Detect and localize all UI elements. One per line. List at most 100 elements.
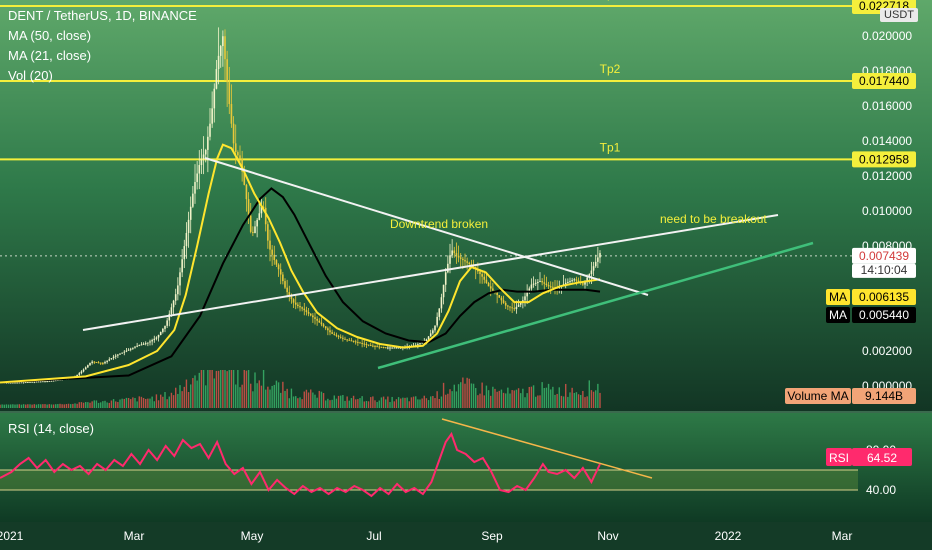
volume-bar <box>517 388 520 408</box>
candle-body <box>515 306 518 310</box>
candle-body <box>209 123 211 137</box>
volume-bar <box>575 392 578 408</box>
time-tick: Mar <box>832 529 853 543</box>
candle-body <box>108 359 111 361</box>
volume-bar <box>123 398 125 408</box>
candle-body <box>584 281 586 285</box>
rsi-legend[interactable]: RSI (14, close) <box>8 421 94 436</box>
volume-bar <box>550 389 552 408</box>
volume-bar <box>526 393 528 408</box>
price-tick: 0.014000 <box>862 134 912 148</box>
candle-body <box>170 307 173 314</box>
rsi-tag-bg <box>826 448 852 466</box>
candle-body <box>324 326 327 329</box>
rsi-trendline[interactable] <box>441 418 653 479</box>
volume-bar <box>449 389 451 408</box>
volume-bar <box>282 381 284 408</box>
candle-body <box>249 215 252 232</box>
ma21-tag: MA <box>829 290 847 304</box>
candle-body <box>307 311 310 314</box>
time-tick: May <box>241 529 264 543</box>
volume-bar <box>335 398 338 408</box>
volume-bar <box>258 380 260 408</box>
candle-body <box>87 365 89 368</box>
candle-body <box>393 347 396 349</box>
candle-body <box>440 297 443 309</box>
legend-ma21[interactable]: MA (21, close) <box>8 48 92 63</box>
candle-body <box>279 269 282 275</box>
symbol-line[interactable]: DENT / TetherUS, 1D, BINANCE <box>8 8 197 23</box>
volume-bar <box>125 397 128 408</box>
volume-bar <box>562 396 565 408</box>
volume-bar <box>462 377 464 408</box>
volume-bar <box>468 378 470 408</box>
volume-bar <box>346 396 348 408</box>
candle-body <box>500 297 503 301</box>
candle-body <box>590 270 593 275</box>
candle-body <box>331 332 333 334</box>
volume-bar <box>590 390 593 408</box>
volume-bar <box>202 370 205 408</box>
volume-bar <box>80 402 83 408</box>
candle-body <box>24 382 27 384</box>
candle-body <box>567 281 569 283</box>
volume-bar <box>119 399 121 408</box>
candle-body <box>342 337 344 339</box>
candle-body <box>571 280 573 282</box>
target-levels[interactable]: Tp3 Tp2 Tp1 <box>0 0 858 161</box>
volume-bar <box>40 404 42 408</box>
candle-body <box>333 333 336 335</box>
price-tick: 0.010000 <box>862 204 912 218</box>
volume-bar <box>112 399 115 408</box>
volume-bar <box>397 397 400 408</box>
volume-bar <box>153 401 155 408</box>
volume-bar <box>522 388 524 408</box>
rsi-value-badge: 64.52 <box>867 451 897 465</box>
volume-bar <box>183 386 185 408</box>
support-line[interactable] <box>377 241 814 370</box>
volume-bar <box>170 392 173 408</box>
candle-body <box>543 282 546 284</box>
volume-bars <box>0 370 601 408</box>
volume-ma-badge-bg <box>852 388 916 404</box>
currency-badge[interactable]: USDT <box>880 8 918 22</box>
candle-body <box>547 285 550 287</box>
breakout-resistance-line[interactable] <box>82 214 779 331</box>
candle-body <box>312 315 314 318</box>
volume-bar <box>303 391 305 408</box>
candle-body <box>93 361 96 363</box>
volume-bar <box>29 404 31 408</box>
candle-body <box>361 342 363 344</box>
candle-body <box>142 343 145 345</box>
candle-body <box>354 341 357 343</box>
candle-body <box>78 373 81 375</box>
candle-body <box>277 264 280 270</box>
volume-bar <box>228 370 230 408</box>
candle-body <box>376 346 378 348</box>
candle-body <box>511 307 513 309</box>
volume-bar <box>485 385 488 408</box>
candle-body <box>243 171 246 185</box>
candle-body <box>123 351 126 353</box>
legend-volume[interactable]: Vol (20) <box>8 68 53 83</box>
volume-bar <box>404 397 406 408</box>
volume-bar <box>393 401 395 408</box>
volume-bar <box>196 380 198 408</box>
volume-bar <box>157 400 160 408</box>
candle-body <box>492 288 494 291</box>
volume-bar <box>211 370 213 408</box>
downtrend-line[interactable] <box>204 157 649 296</box>
candle-body <box>534 282 537 284</box>
legend-ma50[interactable]: MA (50, close) <box>8 28 92 43</box>
volume-bar <box>78 402 80 408</box>
trendlines[interactable] <box>82 157 814 479</box>
candle-body <box>479 271 481 275</box>
candle-body <box>599 253 601 258</box>
volume-bar <box>455 391 458 408</box>
candle-body <box>275 260 278 265</box>
volume-bar <box>72 403 74 408</box>
volume-bar <box>361 396 363 408</box>
candle-body <box>449 255 451 264</box>
volume-ma-tag-bg <box>785 388 851 404</box>
